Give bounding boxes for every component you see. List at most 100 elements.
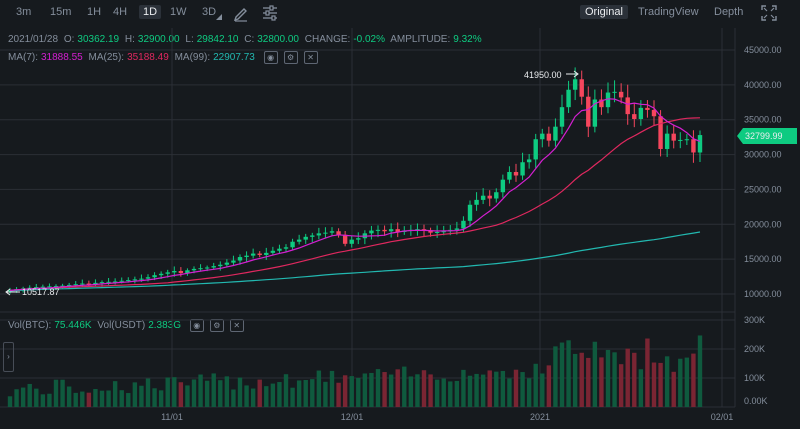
price-axis-label: 40000.00 [744,80,782,90]
open-label: O: [63,34,75,45]
volume-bar [632,352,637,407]
tab-original[interactable]: Original [580,5,628,19]
tab-tradingview[interactable]: TradingView [638,6,699,18]
vol-btc-label: Vol(BTC): [8,320,52,332]
change-value: -0.02% [353,34,385,45]
volume-bar [20,387,26,407]
timeframe-1w[interactable]: 1W [170,6,187,18]
volume-bar [494,371,499,407]
settings-icon[interactable]: ⚙ [283,51,298,64]
volume-settings-icon[interactable]: ⚙ [209,319,224,332]
tab-depth[interactable]: Depth [714,6,744,18]
chevron-right-icon[interactable]: › [3,342,14,372]
volume-bar [158,390,164,407]
ma25-value: 35188.49 [127,52,169,64]
candle-body [296,239,302,242]
candle-body [349,239,354,244]
close-icon[interactable]: ✕ [303,51,318,64]
volume-eye-icon[interactable]: ◉ [189,319,204,332]
volume-bar [697,335,703,407]
candle-body [336,231,341,235]
current-price-tag: 32799.99 [737,128,797,144]
volume-bar [369,372,374,407]
candle-body [356,238,361,240]
high-value: 32900.00 [137,34,180,45]
candle-body [375,229,381,231]
volume-close-icon[interactable]: ✕ [229,319,244,332]
price-axis-label: 35000.00 [744,115,782,125]
candle-body [250,253,256,256]
volume-bar [73,392,78,407]
volume-bar [152,388,157,407]
candle-body [691,139,696,153]
volume-bar [408,376,414,407]
vol-usdt-label: Vol(USDT) [97,320,146,332]
candle-body [605,92,611,108]
high-marker-label: 41950.00 [524,70,562,80]
volume-bar [691,353,696,407]
volume-bar [579,352,584,407]
candle-body [678,139,683,141]
amplitude-value: 9.32% [453,34,482,45]
volume-bar [474,373,479,407]
pen-draw-icon[interactable] [232,4,250,22]
candle-body [454,228,460,230]
vol-usdt-value: 2.383G [148,320,181,332]
candle-body [40,286,46,288]
candle-body [264,252,269,255]
candle-body [559,107,565,127]
volume-bar [218,380,223,407]
time-axis-label: 11/01 [161,412,183,422]
volume-bar [349,376,354,407]
timeframe-3d[interactable]: 3D [202,6,217,18]
candle-body [480,195,486,200]
ma99-value: 22907.73 [213,52,255,64]
candle-body [572,79,578,90]
settings-sliders-icon[interactable] [261,4,279,22]
candle-body [323,232,328,234]
candle-body [553,126,558,141]
timeframe-1h[interactable]: 1H [87,6,102,18]
candle-body [126,280,131,282]
volume-bar [513,369,519,407]
volume-bar [172,377,177,407]
volume-bar [487,370,492,407]
fullscreen-icon[interactable] [760,4,778,22]
candle-body [500,179,506,193]
volume-bar [395,369,400,407]
timeframe-3m[interactable]: 3m [16,6,32,18]
volume-bar [211,373,216,407]
volume-bar [520,372,525,407]
candle-body [165,272,170,274]
candle-body [540,133,545,140]
volume-bar [664,356,670,407]
timeframe-1d[interactable]: 1D [139,5,162,19]
ma-legend: MA(7): 31888.55 MA(25): 35188.49 MA(99): 22… [8,51,321,64]
candle-body [47,286,52,288]
candle-body [632,114,637,120]
volume-axis-label: 200K [744,344,765,354]
candle-body [382,229,387,232]
candle-body [592,99,598,127]
candle-body [119,280,124,282]
volume-bar [546,365,552,407]
volume-bar [132,382,138,407]
volume-bar [145,378,151,407]
volume-bar [566,340,571,407]
volume-bar [264,386,269,407]
volume-bar [480,374,486,407]
candle-body [244,255,249,258]
volume-bar [277,382,282,407]
eye-icon[interactable]: ◉ [263,51,278,64]
volume-bar [250,388,256,407]
candle-body [283,247,289,249]
candle-body [625,97,630,115]
volume-bar [257,379,262,407]
volume-bar [7,396,13,407]
price-axis-label: 20000.00 [744,219,782,229]
candle-body [20,288,26,290]
volume-bar [415,374,420,407]
timeframe-15m[interactable]: 15m [50,6,72,18]
timeframe-4h[interactable]: 4H [113,6,128,18]
